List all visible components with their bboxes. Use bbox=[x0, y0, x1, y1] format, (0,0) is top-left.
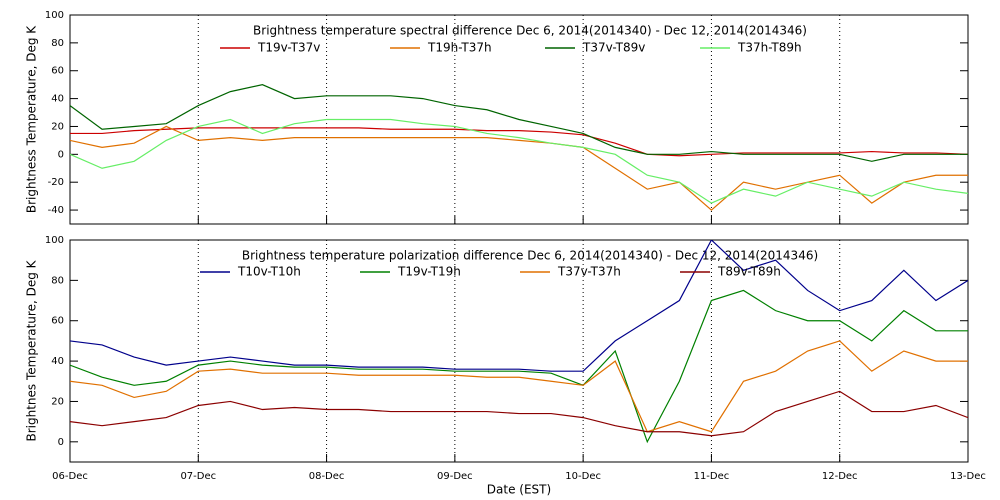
plot-frame bbox=[69, 14, 969, 225]
series-line bbox=[70, 289, 968, 444]
series-line bbox=[70, 340, 968, 433]
x-tick-label: 09-Dec bbox=[437, 471, 473, 482]
series-line bbox=[70, 240, 968, 372]
y-tick-label: 100 bbox=[45, 235, 64, 246]
series-line bbox=[70, 390, 968, 437]
y-axis-label: Brightnes Temperature, Deg K bbox=[25, 259, 39, 441]
legend-label: T89v-T89h bbox=[717, 265, 781, 279]
series-line bbox=[70, 84, 968, 162]
y-tick-label: 20 bbox=[51, 396, 64, 407]
x-tick-label: 06-Dec bbox=[52, 471, 88, 482]
x-axis-label: Date (EST) bbox=[487, 483, 551, 497]
y-tick-label: 40 bbox=[51, 356, 64, 367]
y-tick-label: -40 bbox=[48, 205, 64, 216]
x-tick-label: 12-Dec bbox=[822, 471, 858, 482]
x-tick-label: 07-Dec bbox=[180, 471, 216, 482]
series-line bbox=[70, 118, 968, 204]
legend-label: T19v-T19h bbox=[397, 265, 461, 279]
legend-label: T19h-T37h bbox=[427, 41, 492, 55]
legend-label: T37h-T89h bbox=[737, 41, 802, 55]
y-axis-label: Brightness Temperature, Deg K bbox=[25, 25, 39, 213]
legend-label: T10v-T10h bbox=[237, 265, 301, 279]
legend-label: T19v-T37v bbox=[257, 41, 320, 55]
x-tick-label: 08-Dec bbox=[309, 471, 345, 482]
y-tick-label: 40 bbox=[51, 94, 64, 105]
chart-title: Brightness temperature spectral differen… bbox=[253, 24, 807, 38]
plot-frame bbox=[69, 239, 969, 463]
y-tick-label: 60 bbox=[51, 316, 64, 327]
y-tick-label: 0 bbox=[58, 437, 64, 448]
y-tick-label: 60 bbox=[51, 66, 64, 77]
x-tick-label: 11-Dec bbox=[694, 471, 730, 482]
x-tick-label: 10-Dec bbox=[565, 471, 601, 482]
y-tick-label: 20 bbox=[51, 121, 64, 132]
y-tick-label: 80 bbox=[51, 38, 64, 49]
y-tick-label: -20 bbox=[48, 177, 64, 188]
legend-label: T37v-T89v bbox=[582, 41, 645, 55]
series-line bbox=[70, 125, 968, 211]
y-tick-label: 100 bbox=[45, 10, 64, 21]
y-tick-label: 80 bbox=[51, 275, 64, 286]
chart-title: Brightness temperature polarization diff… bbox=[242, 249, 818, 263]
y-tick-label: 0 bbox=[58, 149, 64, 160]
x-tick-label: 13-Dec bbox=[950, 471, 986, 482]
series-line bbox=[70, 127, 968, 157]
legend-label: T37v-T37h bbox=[557, 265, 621, 279]
